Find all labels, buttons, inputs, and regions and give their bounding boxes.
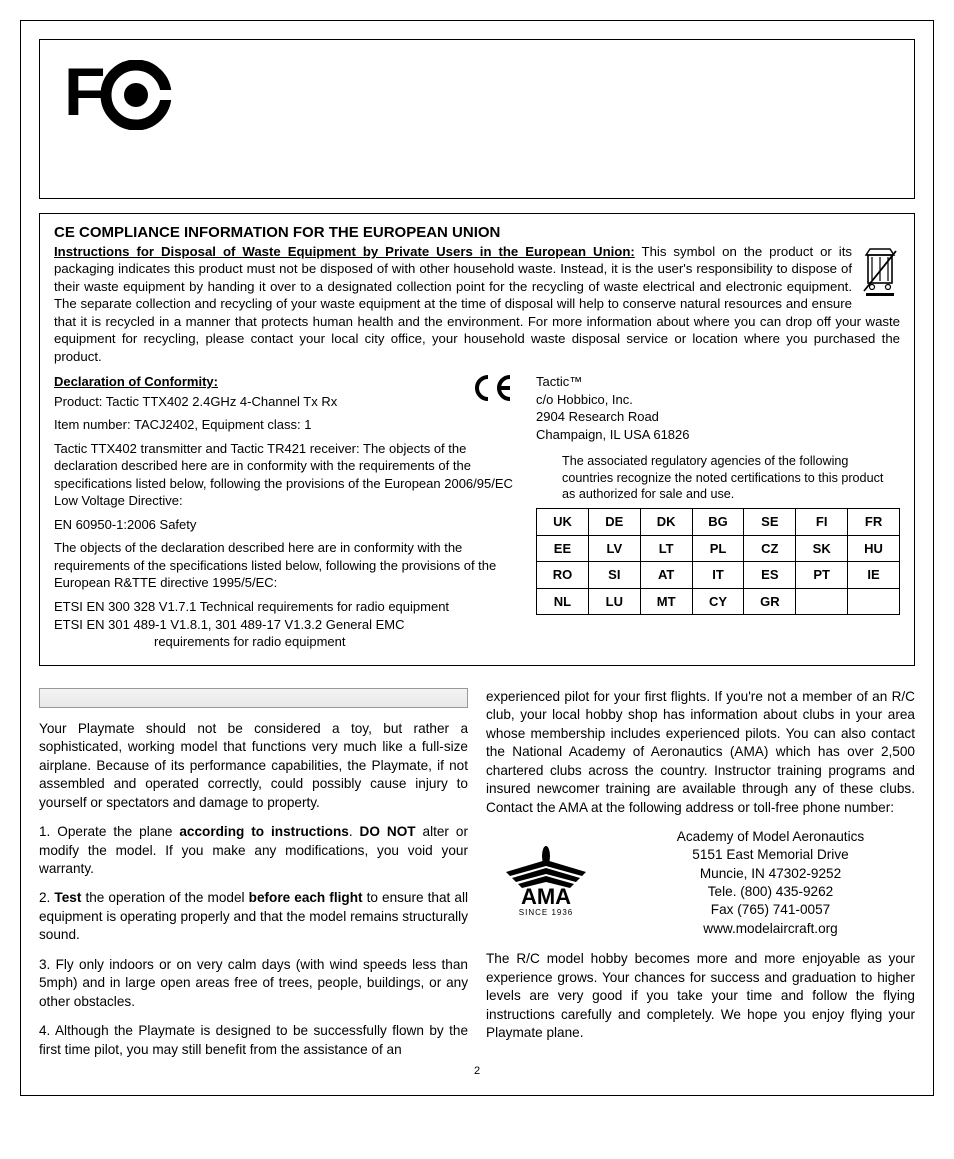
table-row: UK DE DK BG SE FI FR [537, 509, 900, 536]
country-cell: GR [744, 588, 796, 615]
p3-bold1: Test [54, 890, 81, 905]
body-p2: 1. Operate the plane according to instru… [39, 823, 468, 878]
country-table: UK DE DK BG SE FI FR EE LV LT PL CZ [536, 508, 900, 615]
body-right-p2: The R/C model hobby becomes more and mor… [486, 950, 915, 1042]
ama-name: Academy of Model Aeronautics [626, 828, 915, 846]
country-cell: DE [588, 509, 640, 536]
company-line-0: Tactic™ [536, 373, 900, 391]
company-line-1: c/o Hobbico, Inc. [536, 391, 900, 409]
safety-line: EN 60950-1:2006 Safety [54, 516, 520, 534]
body-p4: 3. Fly only indoors or on very calm days… [39, 956, 468, 1011]
ce-intro: Instructions for Disposal of Waste Equip… [54, 243, 900, 365]
country-cell [796, 588, 848, 615]
country-cell: HU [848, 535, 900, 562]
body-p5: 4. Although the Playmate is designed to … [39, 1022, 468, 1059]
country-cell: LU [588, 588, 640, 615]
country-cell: CZ [744, 535, 796, 562]
country-cell: PL [692, 535, 744, 562]
p2-text2: . [349, 824, 360, 839]
body-columns: Your Playmate should not be considered a… [39, 688, 915, 1060]
declaration-left: Declaration of Conformity: Product: Tact… [54, 373, 520, 651]
fcc-logo: F [64, 60, 890, 140]
country-cell: NL [537, 588, 589, 615]
country-cell: FI [796, 509, 848, 536]
ce-mark-icon [472, 373, 514, 406]
country-cell: BG [692, 509, 744, 536]
ce-intro-lead: Instructions for Disposal of Waste Equip… [54, 244, 635, 259]
body-right-p1: experienced pilot for your first flights… [486, 688, 915, 817]
company-line-2: 2904 Research Road [536, 408, 900, 426]
regulatory-intro: The associated regulatory agencies of th… [562, 453, 900, 502]
country-cell: ES [744, 562, 796, 589]
product-line: Product: Tactic TTX402 2.4GHz 4-Channel … [54, 393, 520, 411]
ama-fax: Fax (765) 741-0057 [626, 901, 915, 919]
fcc-box: F [39, 39, 915, 199]
country-cell: SI [588, 562, 640, 589]
item-line: Item number: TACJ2402, Equipment class: … [54, 416, 520, 434]
country-cell: MT [640, 588, 692, 615]
country-cell: SE [744, 509, 796, 536]
right-column: experienced pilot for your first flights… [486, 688, 915, 1060]
table-row: EE LV LT PL CZ SK HU [537, 535, 900, 562]
company-line-3: Champaign, IL USA 61826 [536, 426, 900, 444]
table-row: NL LU MT CY GR [537, 588, 900, 615]
ama-logo-sub: SINCE 1936 [519, 908, 573, 917]
declaration-row: Declaration of Conformity: Product: Tact… [54, 373, 900, 651]
country-cell: PT [796, 562, 848, 589]
page-frame: F CE COMPLIANCE INFORMATION FOR THE EURO… [20, 20, 934, 1096]
section-heading-placeholder [39, 688, 468, 708]
body-p3: 2. Test the operation of the model befor… [39, 889, 468, 944]
ama-block: AMA SINCE 1936 Academy of Model Aeronaut… [486, 828, 915, 938]
p3-bold2: before each flight [249, 890, 363, 905]
p2-text: 1. Operate the plane [39, 824, 179, 839]
country-cell: CY [692, 588, 744, 615]
p3-text2: the operation of the model [81, 890, 248, 905]
left-column: Your Playmate should not be considered a… [39, 688, 468, 1060]
ama-address: Academy of Model Aeronautics 5151 East M… [626, 828, 915, 938]
country-cell [848, 588, 900, 615]
declaration-heading: Declaration of Conformity: [54, 373, 520, 391]
etsi-1: ETSI EN 300 328 V1.7.1 Technical require… [54, 598, 520, 616]
svg-text:F: F [64, 60, 104, 130]
country-cell: DK [640, 509, 692, 536]
country-cell: LT [640, 535, 692, 562]
body-p1: Your Playmate should not be considered a… [39, 720, 468, 812]
table-row: RO SI AT IT ES PT IE [537, 562, 900, 589]
country-cell: IT [692, 562, 744, 589]
ce-title: CE COMPLIANCE INFORMATION FOR THE EUROPE… [54, 224, 900, 241]
p3-text: 2. [39, 890, 54, 905]
country-cell: IE [848, 562, 900, 589]
country-cell: LV [588, 535, 640, 562]
conformity-p2: The objects of the declaration described… [54, 539, 520, 592]
ce-compliance-box: CE COMPLIANCE INFORMATION FOR THE EUROPE… [39, 213, 915, 666]
ama-logo-text: AMA [521, 884, 571, 909]
page-number: 2 [39, 1065, 915, 1077]
conformity-p1: Tactic TTX402 transmitter and Tactic TR4… [54, 440, 520, 510]
country-cell: SK [796, 535, 848, 562]
country-cell: EE [537, 535, 589, 562]
p2-bold2: DO NOT [360, 824, 416, 839]
weee-icon [860, 245, 900, 297]
etsi-2: ETSI EN 301 489-1 V1.8.1, 301 489-17 V1.… [54, 616, 520, 634]
declaration-right: Tactic™ c/o Hobbico, Inc. 2904 Research … [536, 373, 900, 651]
ama-addr2: Muncie, IN 47302-9252 [626, 865, 915, 883]
ce-intro-body: This symbol on the product or its packag… [54, 244, 900, 364]
country-cell: RO [537, 562, 589, 589]
ama-url: www.modelaircraft.org [626, 920, 915, 938]
etsi-2b: requirements for radio equipment [54, 633, 520, 651]
ama-logo: AMA SINCE 1936 [486, 842, 606, 923]
p2-bold1: according to instructions [179, 824, 348, 839]
country-cell: FR [848, 509, 900, 536]
country-cell: UK [537, 509, 589, 536]
ama-tel: Tele. (800) 435-9262 [626, 883, 915, 901]
ama-addr1: 5151 East Memorial Drive [626, 846, 915, 864]
country-cell: AT [640, 562, 692, 589]
